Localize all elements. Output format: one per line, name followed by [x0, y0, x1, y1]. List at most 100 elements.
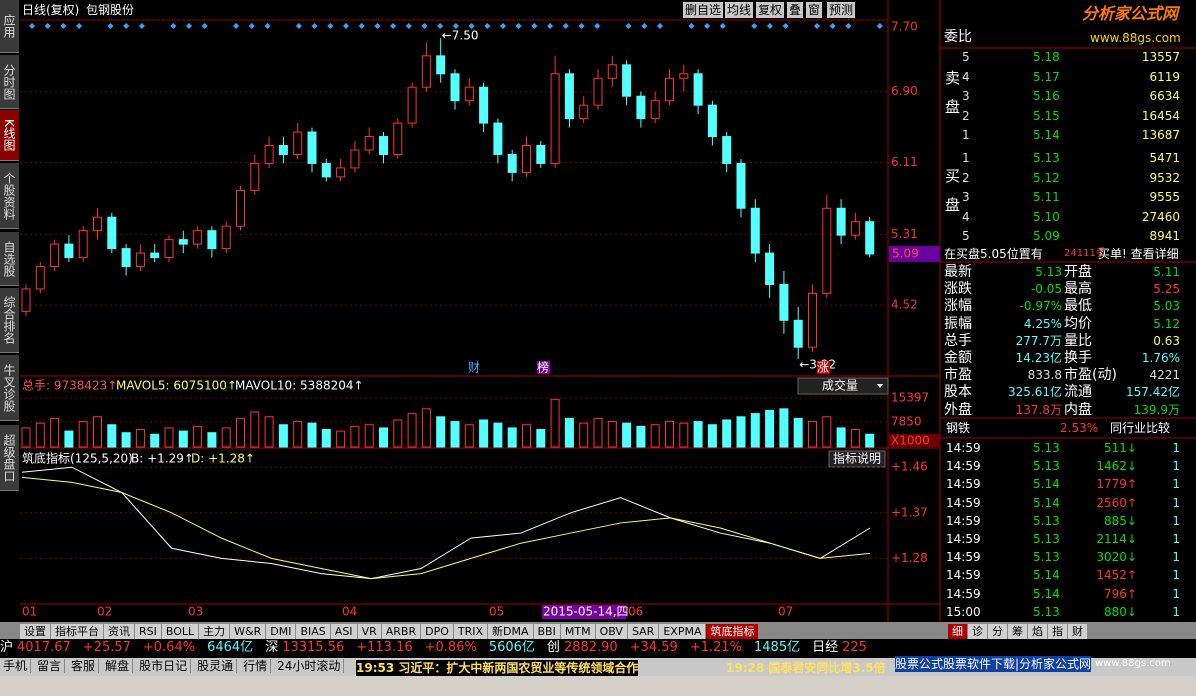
panel-tab[interactable]: 细: [948, 624, 967, 639]
toolbar-button[interactable]: 复权: [756, 2, 785, 18]
indicator-tab[interactable]: OBV: [595, 624, 627, 639]
bottom-link[interactable]: 解盘: [105, 659, 134, 673]
industry-compare[interactable]: 同行业比较: [1110, 421, 1171, 435]
notice[interactable]: 买单! 查看详细: [1098, 247, 1179, 261]
y-tick-label: 7.70: [891, 20, 918, 34]
side-tab[interactable]: 个股资料: [0, 163, 19, 229]
bottom-link[interactable]: 留言: [37, 659, 66, 673]
panel-tab[interactable]: 分: [988, 624, 1007, 639]
indicator-tab[interactable]: 新DMA: [488, 624, 533, 639]
side-tab[interactable]: 超级盘口: [0, 425, 19, 491]
candle-body: [193, 230, 203, 245]
tick-price: 5.14: [1033, 568, 1060, 583]
toolbar-button[interactable]: 预测: [827, 2, 856, 18]
indicator-tab[interactable]: 主力: [199, 624, 230, 639]
indicator-tab[interactable]: 筑底指标: [706, 624, 759, 639]
indicator-tab[interactable]: BOLL: [161, 624, 199, 639]
bottom-link[interactable]: 24小时滚动: [277, 659, 345, 673]
diamond-marker: [76, 23, 83, 29]
level: 3: [962, 89, 970, 104]
candle-body: [693, 73, 703, 106]
toolbar-button[interactable]: 窗: [806, 2, 823, 18]
volume-bar: [35, 422, 45, 448]
indicator-tab[interactable]: TRIX: [453, 624, 488, 639]
bottom-link[interactable]: 股灵通: [197, 659, 238, 673]
toolbar-button[interactable]: 删自选: [683, 2, 724, 18]
indicator-tab[interactable]: BBI: [533, 624, 560, 639]
quote-label: 市盈(动): [1064, 367, 1117, 384]
notice: 在买盘5.05位置有: [944, 247, 1043, 261]
level: 2: [962, 170, 970, 185]
candle-body: [865, 221, 875, 255]
panel-tab[interactable]: 筹: [1008, 624, 1027, 639]
volume-bar: [607, 421, 617, 448]
side-tab[interactable]: 牛叉诊股: [0, 355, 19, 421]
indicator-tab[interactable]: RSI: [135, 624, 161, 639]
indicator-tab[interactable]: ASI: [330, 624, 357, 639]
indicator-tab[interactable]: DMI: [266, 624, 296, 639]
panel-tab-bar: 细诊分筹焰指财: [948, 623, 1088, 639]
indicator-tab[interactable]: ARBR: [381, 624, 421, 639]
candle-body: [307, 131, 317, 164]
tick-price: 5.14: [1033, 586, 1060, 601]
indicator-tab[interactable]: EXPMA: [659, 624, 706, 639]
order-title: 委比: [944, 29, 972, 45]
size: 13687: [1141, 128, 1180, 143]
quote-label: 股本: [944, 384, 972, 401]
side-tab[interactable]: 分时图: [0, 55, 19, 109]
news[interactable]: 19:53 习近平：扩大中新两国农贸业等传统领域合作: [356, 660, 639, 676]
tick-count: 1: [1172, 550, 1180, 565]
quote-label: 开盘: [1064, 264, 1092, 280]
volume-legend: MAVOL5: 6075100↑: [116, 379, 237, 393]
indicator-tab[interactable]: VR: [357, 624, 381, 639]
side-tab[interactable]: 应用: [0, 0, 19, 53]
side-tab[interactable]: K线图: [0, 110, 19, 161]
bottom-link[interactable]: 行情: [243, 659, 272, 673]
volume-bar: [707, 424, 717, 448]
ad[interactable]: 股票公式股票软件下载|分析家公式网: [895, 656, 1092, 672]
tick-time: 14:59: [946, 513, 981, 528]
price: 5.17: [1033, 69, 1060, 84]
indicator-tab[interactable]: SAR: [627, 624, 659, 639]
panel-tab[interactable]: 财: [1068, 624, 1087, 639]
candle-body: [464, 86, 474, 102]
volume-bar: [164, 427, 174, 448]
indicator-tab[interactable]: 设置: [20, 624, 50, 639]
bottom-link[interactable]: 客服: [71, 659, 100, 673]
indicator-tab[interactable]: 指标平台: [51, 624, 103, 639]
news[interactable]: 19:28 国泰君安同比增3.5倍: [726, 661, 886, 675]
indicator-tab[interactable]: 资讯: [104, 624, 134, 639]
indicator-tab[interactable]: DPO: [421, 624, 453, 639]
market-field: 225: [842, 640, 867, 655]
volume-bar: [464, 424, 474, 448]
panel-tab[interactable]: 诊: [968, 624, 987, 639]
volume-bar: [522, 424, 531, 448]
toolbar-button[interactable]: 均线: [725, 2, 754, 18]
volume-bar: [21, 427, 31, 448]
tick-time: 14:59: [946, 477, 981, 492]
tick-time: 14:59: [946, 441, 981, 455]
side-tab[interactable]: 综合排名: [0, 288, 19, 353]
candle-body: [421, 55, 431, 88]
diamond-marker: [468, 23, 475, 29]
side-tab[interactable]: 自选股: [0, 232, 19, 286]
diamond-marker: [343, 23, 349, 29]
event-box: [468, 361, 481, 374]
volume-bar: [178, 430, 188, 448]
tick-time: 14:59: [946, 459, 981, 474]
quote-label: 最新: [944, 264, 972, 280]
tick-volume: 511↓: [1104, 441, 1137, 455]
indicator-tab[interactable]: W&R: [230, 624, 266, 639]
candle-body: [507, 153, 517, 173]
panel-tab[interactable]: 指: [1048, 624, 1067, 639]
market-field: 5606亿: [488, 640, 535, 655]
toolbar-button[interactable]: 叠: [787, 2, 804, 18]
indicator-tab[interactable]: MTM: [560, 624, 595, 639]
indicator-tab[interactable]: BIAS: [296, 624, 330, 639]
tick-count: 1: [1172, 568, 1180, 583]
candle-body: [21, 288, 31, 312]
bottom-link[interactable]: 股市日记: [139, 659, 192, 673]
bottom-link[interactable]: 手机: [3, 659, 32, 673]
panel-tab[interactable]: 焰: [1028, 624, 1047, 639]
tick-count: 1: [1172, 495, 1180, 510]
